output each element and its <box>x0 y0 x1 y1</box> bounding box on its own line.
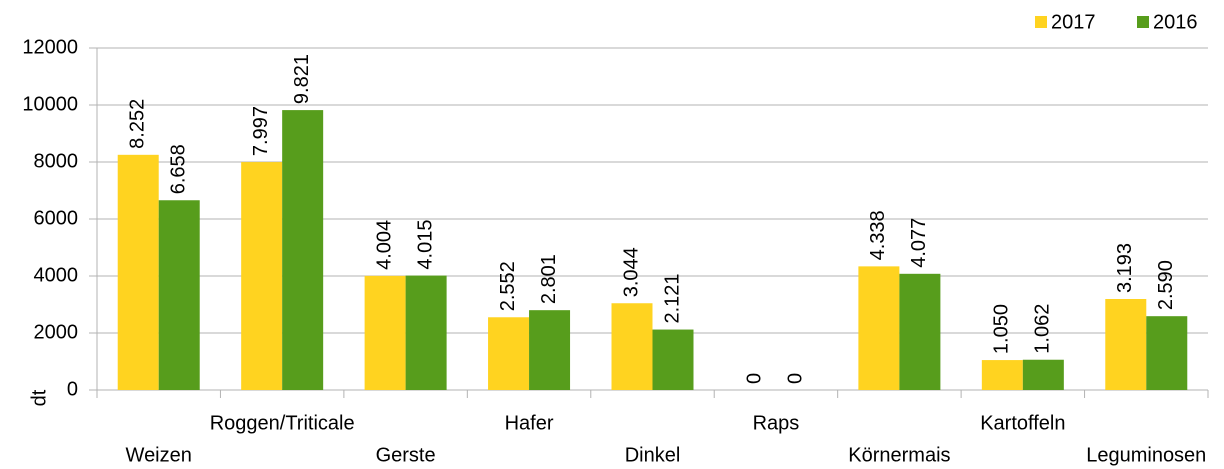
data-label: 0 <box>785 373 807 384</box>
data-label: 7.997 <box>250 106 272 156</box>
y-tick-label: 2000 <box>34 321 79 343</box>
x-tick-label: Dinkel <box>625 444 681 466</box>
data-label: 2.121 <box>661 273 683 323</box>
data-label: 3.193 <box>1114 243 1136 293</box>
data-label: 1.050 <box>991 304 1013 354</box>
data-label: 1.062 <box>1032 304 1054 354</box>
legend-label: 2017 <box>1051 11 1096 33</box>
data-label: 3.044 <box>620 247 642 297</box>
y-tick-label: 4000 <box>34 264 79 286</box>
bar <box>488 317 530 390</box>
data-label: 2.552 <box>497 261 519 311</box>
bar <box>405 275 447 390</box>
data-label: 2.801 <box>538 254 560 304</box>
data-label: 4.077 <box>908 218 930 268</box>
bar <box>158 200 200 390</box>
legend-label: 2016 <box>1153 11 1198 33</box>
data-label: 2.590 <box>1155 260 1177 310</box>
bar <box>652 329 694 390</box>
x-tick-label: Gerste <box>376 444 436 466</box>
x-tick-label: Raps <box>753 412 800 434</box>
x-tick-label: Körnermais <box>848 444 950 466</box>
y-axis-label: dt <box>28 389 50 406</box>
bar <box>117 154 159 390</box>
data-label: 0 <box>744 373 766 384</box>
x-tick-label: Roggen/Triticale <box>210 412 355 434</box>
data-label: 9.821 <box>291 54 313 104</box>
bar <box>611 303 653 390</box>
y-tick-label: 10000 <box>22 93 78 115</box>
data-label: 6.658 <box>168 144 190 194</box>
x-tick-label: Hafer <box>505 412 554 434</box>
bar <box>282 110 324 390</box>
bar <box>858 266 900 390</box>
x-tick-label: Leguminosen <box>1086 444 1206 466</box>
x-tick-label: Kartoffeln <box>980 412 1065 434</box>
data-label: 8.252 <box>127 99 149 149</box>
bar <box>899 273 941 390</box>
data-label: 4.338 <box>867 210 889 260</box>
bar <box>981 360 1023 390</box>
y-tick-label: 12000 <box>22 36 78 58</box>
y-tick-label: 8000 <box>34 150 79 172</box>
data-label: 4.004 <box>373 220 395 270</box>
legend-swatch <box>1137 16 1149 28</box>
bar <box>1146 316 1188 390</box>
legend-swatch <box>1035 16 1047 28</box>
bar <box>1105 298 1147 390</box>
bar <box>241 162 283 390</box>
data-label: 4.015 <box>414 220 436 270</box>
bar <box>364 275 406 390</box>
x-tick-label: Weizen <box>126 444 192 466</box>
y-tick-label: 6000 <box>34 207 79 229</box>
bar <box>1022 359 1064 390</box>
bar <box>529 310 571 390</box>
y-tick-label: 0 <box>67 378 78 400</box>
